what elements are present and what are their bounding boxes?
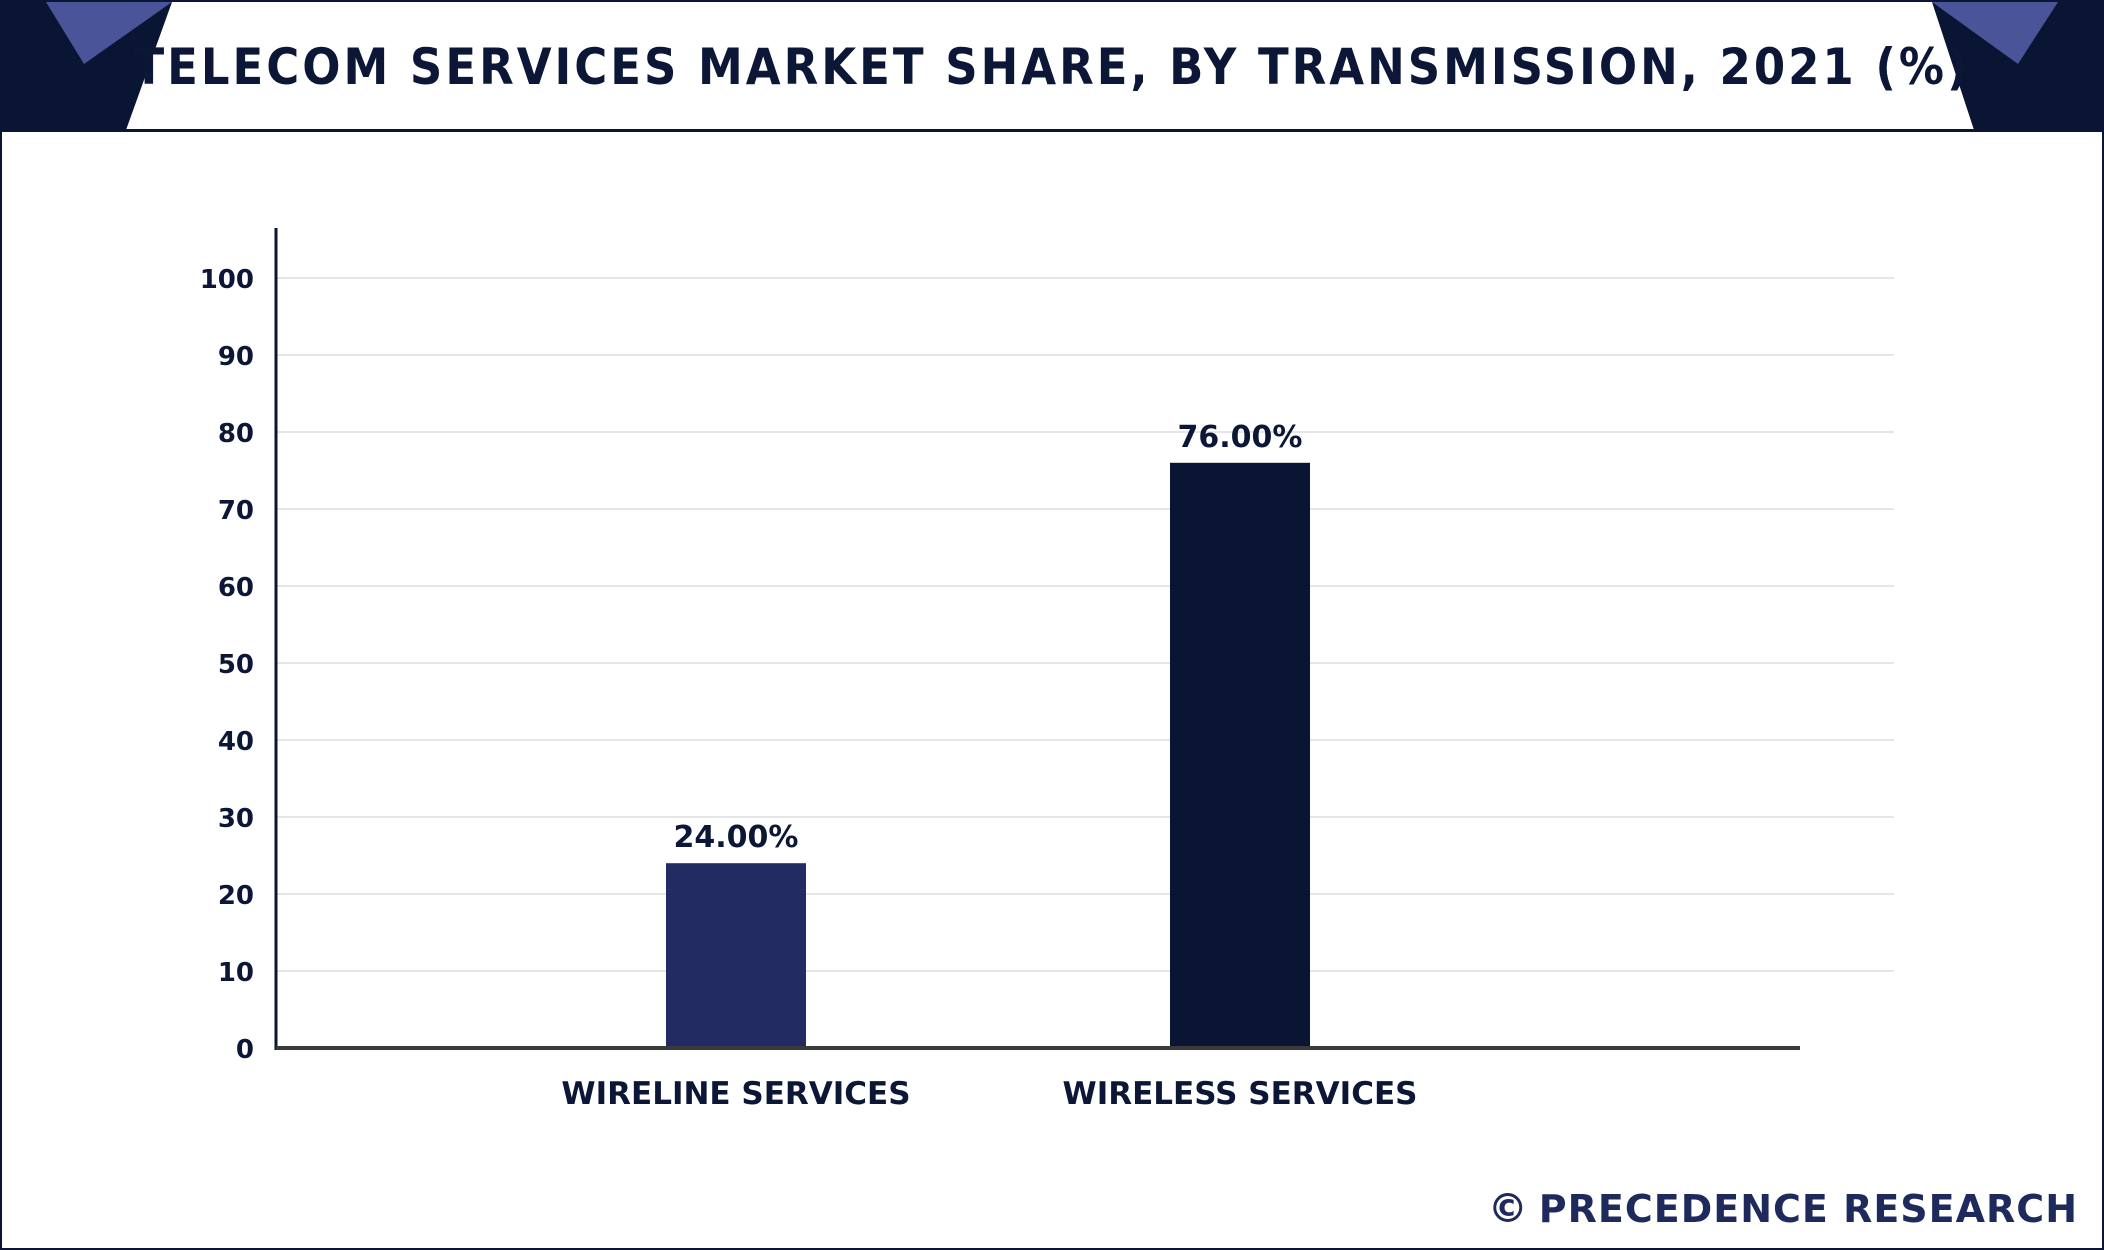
brand-name: PRECEDENCE RESEARCH bbox=[1538, 1187, 2078, 1231]
y-tick-label: 90 bbox=[218, 342, 254, 372]
x-category-label: WIRELINE SERVICES bbox=[561, 1076, 910, 1112]
header-background bbox=[2, 2, 2102, 130]
data-label: 24.00% bbox=[674, 820, 799, 855]
chart-title: TELECOM SERVICES MARKET SHARE, BY TRANSM… bbox=[133, 38, 1971, 96]
y-tick-label: 40 bbox=[218, 727, 254, 757]
bars bbox=[666, 462, 1310, 1048]
header-right-accent-triangle bbox=[1932, 2, 2058, 64]
header-left-accent-triangle bbox=[46, 2, 172, 64]
header-banner bbox=[2, 2, 2102, 132]
y-tick-label: 20 bbox=[218, 881, 254, 911]
header-left-dark-shape bbox=[2, 2, 172, 130]
y-tick-label: 30 bbox=[218, 804, 254, 834]
x-axis-categories: WIRELINE SERVICES WIRELESS SERVICES bbox=[561, 1076, 1417, 1112]
y-tick-label: 60 bbox=[218, 573, 254, 603]
bar-wireless-services bbox=[1170, 462, 1310, 1048]
copyright-icon: © bbox=[1487, 1186, 1529, 1232]
brand-watermark: © PRECEDENCE RESEARCH bbox=[1488, 1186, 2078, 1232]
y-tick-label: 0 bbox=[236, 1035, 254, 1065]
y-tick-label: 80 bbox=[218, 419, 254, 449]
y-tick-label: 70 bbox=[218, 496, 254, 526]
header-bottom-rule bbox=[2, 129, 2102, 132]
gridlines bbox=[276, 277, 1894, 972]
x-category-label: WIRELESS SERVICES bbox=[1063, 1076, 1418, 1112]
y-tick-label: 100 bbox=[200, 265, 254, 295]
header-right-dark-shape bbox=[1932, 2, 2102, 130]
bar-wireline-services bbox=[666, 863, 806, 1048]
y-tick-label: 50 bbox=[218, 650, 254, 680]
y-tick-label: 10 bbox=[218, 958, 254, 988]
y-axis-ticks: 0 10 20 30 40 50 60 70 80 90 100 bbox=[200, 265, 254, 1065]
data-labels: 24.00% 76.00% bbox=[674, 420, 1303, 855]
data-label: 76.00% bbox=[1178, 420, 1303, 455]
